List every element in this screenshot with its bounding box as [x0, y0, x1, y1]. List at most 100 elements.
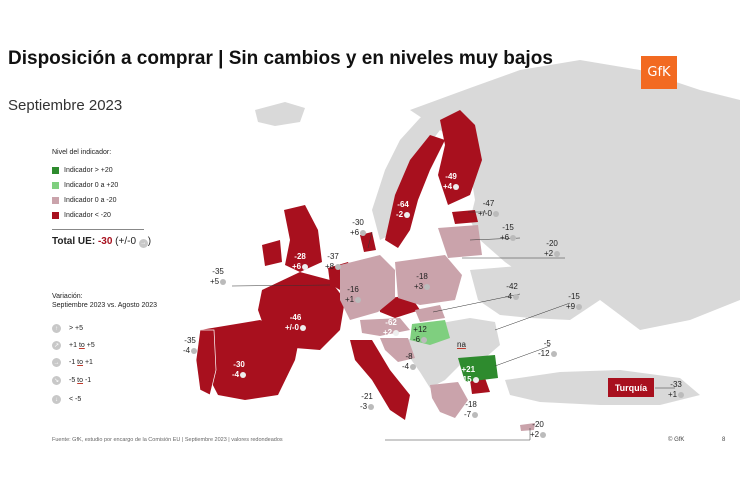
turkey-badge: Turquía — [608, 378, 654, 397]
legend-divider — [52, 229, 144, 230]
total-value: -30 — [97, 236, 113, 247]
page-subtitle: Septiembre 2023 — [8, 97, 123, 114]
legend-item-pink: Indicador 0 a -20 — [52, 197, 117, 204]
label-latvia: -15 +6 — [500, 223, 517, 243]
arrow-down-right-icon: ↘ — [52, 376, 61, 385]
bulgaria-shape — [458, 355, 498, 382]
portugal-inner — [201, 338, 213, 370]
baltics-shape — [438, 225, 482, 258]
legend-item-dark-red: Indicador < -20 — [52, 212, 111, 219]
variation-label: < -5 — [69, 396, 82, 403]
legend-item-dark-green: Indicador > +20 — [52, 167, 113, 174]
france-shape — [258, 272, 345, 350]
label-romania: na — [457, 340, 466, 349]
label-uk: -28 +6 — [292, 252, 309, 272]
label-belgium: -37 +8 — [325, 252, 342, 272]
leader-ireland — [231, 284, 331, 287]
label-greece: -18 -7 — [464, 400, 479, 419]
romania-region — [430, 318, 500, 358]
label-germany: -16 +1 — [345, 285, 362, 305]
copyright: © GfK — [668, 437, 685, 443]
label-cyprus: -20 +2 — [530, 420, 547, 440]
slovakia-shape — [415, 305, 445, 322]
label-lithuania: -20 +2 — [544, 239, 561, 259]
arrow-right-icon: → — [52, 358, 61, 367]
label-slovakia: -42 -4 — [505, 282, 520, 301]
legend-swatch — [52, 182, 59, 189]
legend-label: Indicador > +20 — [64, 167, 113, 174]
variation-label: -1 to +1 — [69, 359, 93, 366]
total-change-end: ) — [147, 236, 152, 247]
legend-swatch — [52, 197, 59, 204]
variation-item: ↑ > +5 — [52, 324, 83, 333]
total-change: (+/-0 — [115, 236, 137, 247]
leader-romania — [494, 302, 571, 331]
page-title: Disposición a comprar | Sin cambios y en… — [8, 48, 553, 69]
legend-label: Indicador 0 a -20 — [64, 197, 117, 204]
uk-shape — [284, 205, 322, 272]
total-label: Total UE: — [52, 236, 96, 247]
finland-shape — [438, 110, 482, 205]
label-france: -46 +/-0 — [285, 313, 307, 333]
variation-item: ↓ < -5 — [52, 395, 81, 404]
label-portugal: -35 -4 — [183, 336, 198, 355]
label-hungary: +12 -6 — [413, 325, 428, 344]
sweden-shape — [385, 135, 445, 248]
germany-shape — [340, 255, 395, 320]
variation-label: -5 to -1 — [69, 377, 92, 384]
ireland-shape — [262, 240, 282, 266]
total-eu: Total UE: -30 (+/-0 →) — [52, 236, 151, 248]
variation-item: ↘ -5 to -1 — [52, 376, 91, 385]
label-ireland: -35 +5 — [210, 267, 227, 287]
leader-slovakia — [432, 293, 521, 313]
source-note: Fuente: GfK, estudio por encargo de la C… — [52, 437, 283, 443]
gfk-logo: GfK — [641, 56, 677, 89]
ukraine-region — [470, 265, 600, 320]
greece-shape — [430, 382, 468, 418]
legend-swatch — [52, 167, 59, 174]
label-spain: -30 -4 — [232, 360, 247, 379]
variation-title-line1: Variación: — [52, 293, 83, 300]
variation-title: Variación: Septiembre 2023 vs. Agosto 20… — [52, 292, 157, 310]
leader-denmark — [367, 231, 373, 249]
label-estonia: -47 +/-0 — [478, 199, 500, 219]
label-denmark: -30 +6 — [350, 218, 367, 238]
arrow-right-icon: → — [138, 238, 148, 248]
legend-swatch — [52, 212, 59, 219]
arrow-up-right-icon: ↗ — [52, 341, 61, 350]
variation-title-line2: Septiembre 2023 vs. Agosto 2023 — [52, 302, 158, 309]
russia-region — [410, 60, 740, 330]
label-croatia: -8 -4 — [402, 352, 417, 372]
cyprus-shape — [520, 423, 535, 431]
hungary-shape — [410, 320, 450, 345]
label-finland: -49 +4 — [443, 172, 460, 192]
iberia-shape — [200, 320, 300, 400]
legend-title: Nivel del indicador: — [52, 149, 112, 156]
legend-label: Indicador < -20 — [64, 212, 111, 219]
label-romania-side: -15 +9 — [566, 292, 583, 312]
denmark-shape — [360, 232, 376, 252]
label-italy: -21 -3 — [360, 392, 375, 411]
arrow-up-icon: ↑ — [52, 324, 61, 333]
label-bulgaria-side: -5 -12 — [538, 339, 557, 359]
leader-bulgaria — [494, 345, 551, 367]
variation-item: ↗ +1 to +5 — [52, 341, 95, 350]
italy-shape — [350, 340, 410, 420]
arrow-down-icon: ↓ — [52, 395, 61, 404]
label-czechia: -62 +2 — [383, 318, 400, 338]
legend-item-light-green: Indicador 0 a +20 — [52, 182, 118, 189]
label-poland: -18 +3 — [414, 272, 431, 292]
label-sweden: -64 -2 — [396, 200, 411, 219]
label-turkey: -33 +1 — [668, 380, 685, 400]
legend-label: Indicador 0 a +20 — [64, 182, 119, 189]
iceland-region — [255, 102, 305, 126]
croatia-shape — [380, 338, 415, 362]
label-bulgaria: +21 +15 — [458, 365, 479, 385]
estonia-shape — [452, 210, 478, 224]
poland-shape — [395, 255, 462, 305]
variation-label: > +5 — [69, 325, 84, 332]
page-number: 8 — [722, 437, 726, 443]
variation-item: → -1 to +1 — [52, 358, 93, 367]
